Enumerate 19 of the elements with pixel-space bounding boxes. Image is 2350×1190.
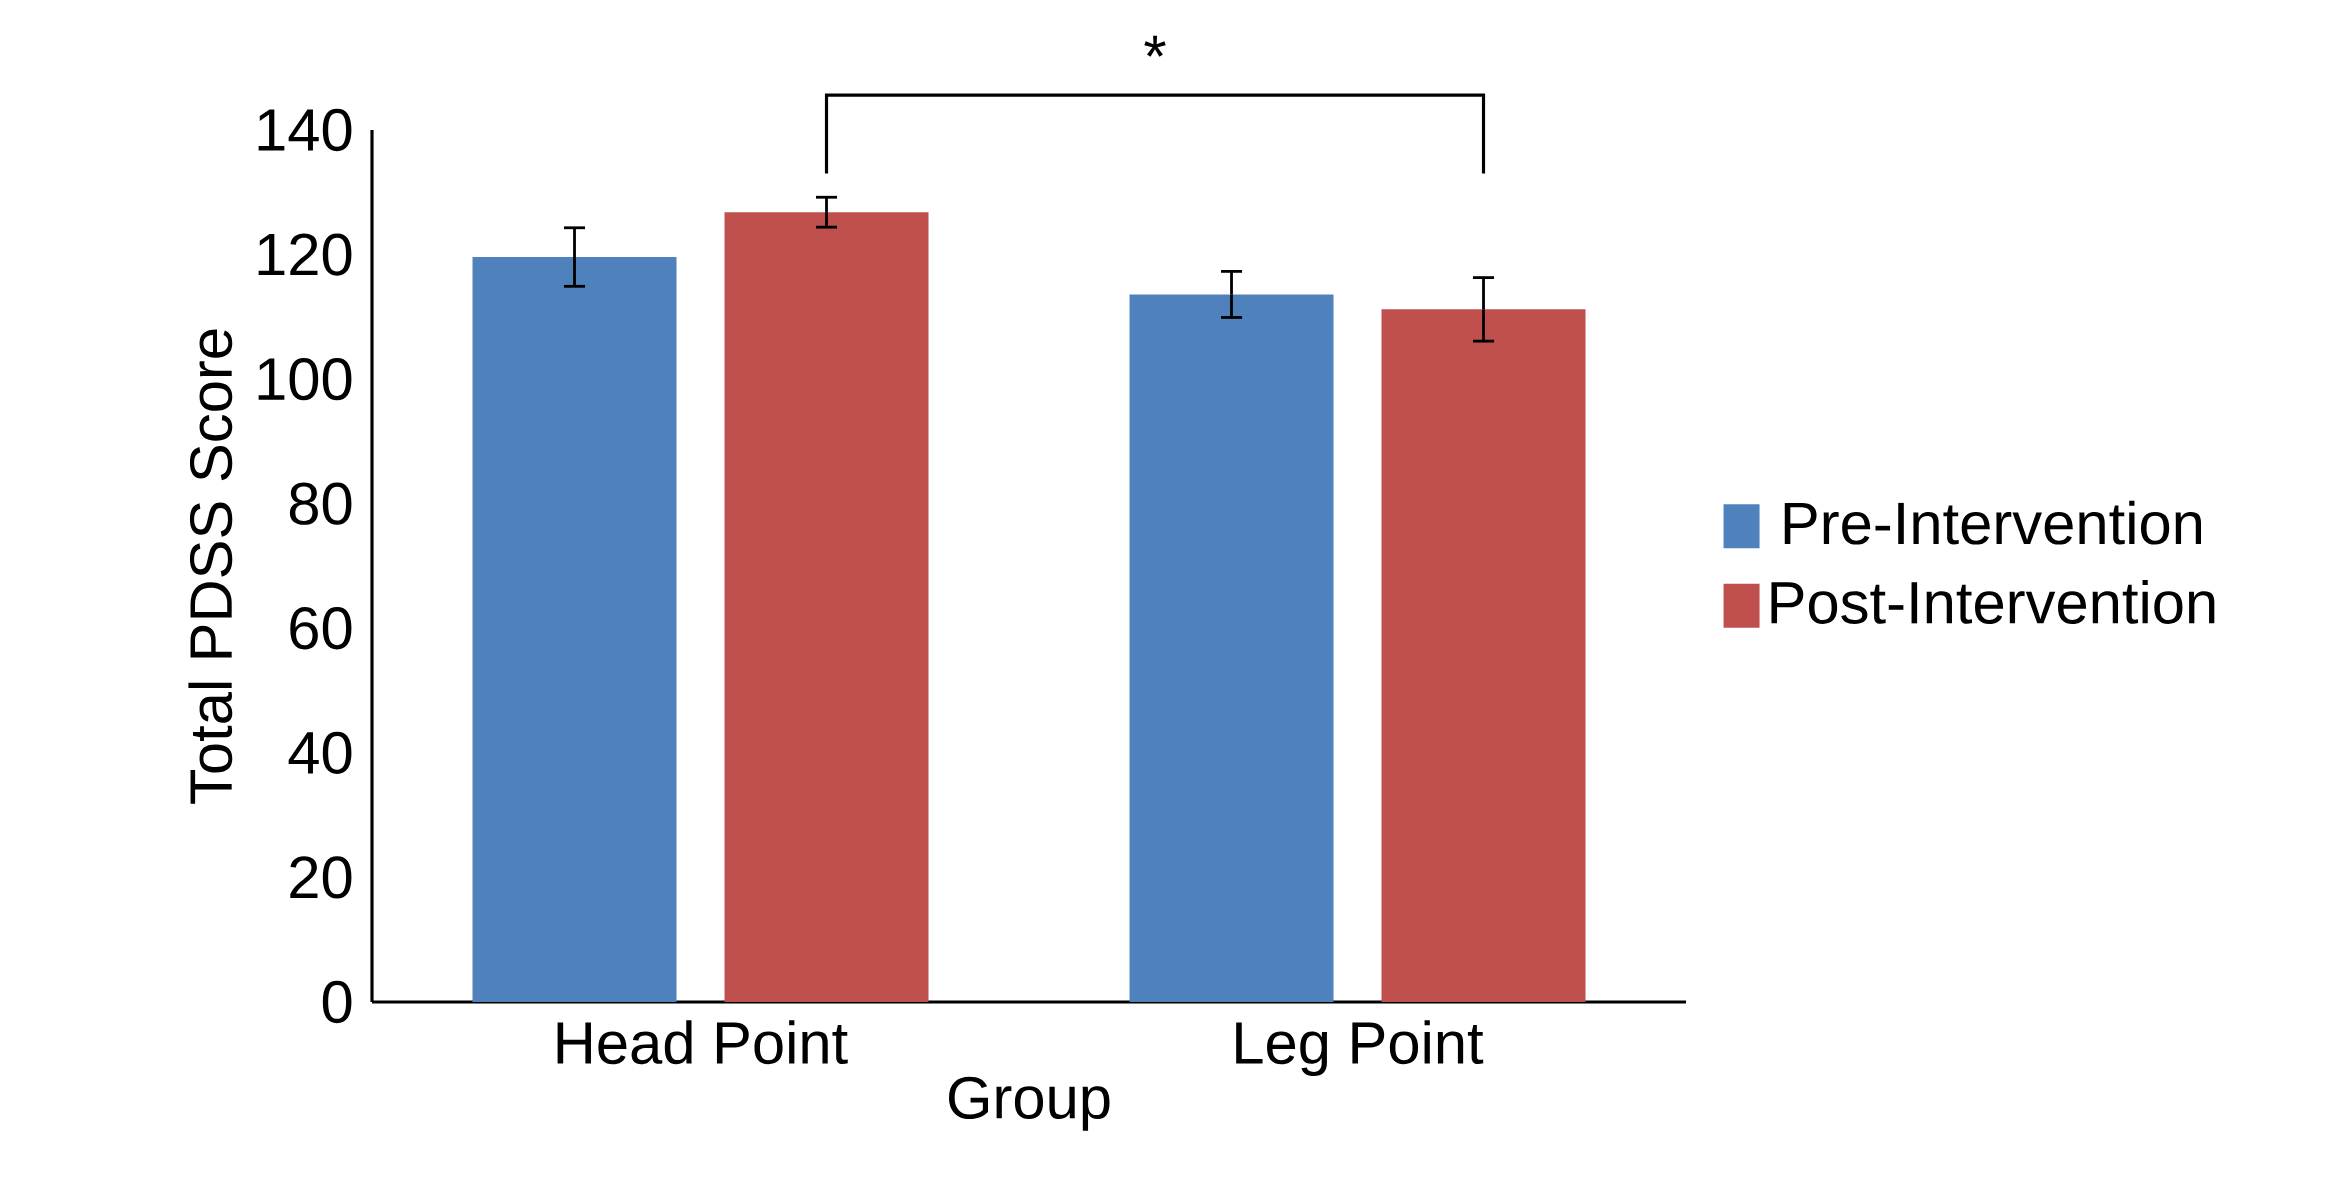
bar — [1129, 294, 1334, 1002]
y-tick-label: 140 — [258, 108, 352, 152]
y-tick-label: 100 — [258, 357, 352, 401]
y-tick-label: 60 — [290, 607, 352, 650]
legend-label: Pre-Intervention — [1784, 500, 2202, 545]
y-tick-label: 40 — [288, 731, 352, 775]
x-tick-label: Head Point — [557, 1020, 848, 1065]
legend-label: Post-Intervention — [1771, 580, 2215, 624]
text: * — [1144, 35, 1166, 57]
y-tick-label: 120 — [258, 233, 352, 276]
x-tick-label: Leg Point — [1236, 1020, 1484, 1076]
bar — [472, 257, 677, 1002]
x-axis-title: Group — [949, 1076, 1110, 1131]
y-tick-label: 20 — [290, 856, 352, 899]
y-tick-label: 80 — [289, 482, 352, 525]
bar — [724, 212, 929, 1002]
y-axis-title: Total PDSS Score — [188, 329, 233, 804]
y-tick-label: 0 — [322, 980, 352, 1024]
bar — [1381, 309, 1586, 1002]
